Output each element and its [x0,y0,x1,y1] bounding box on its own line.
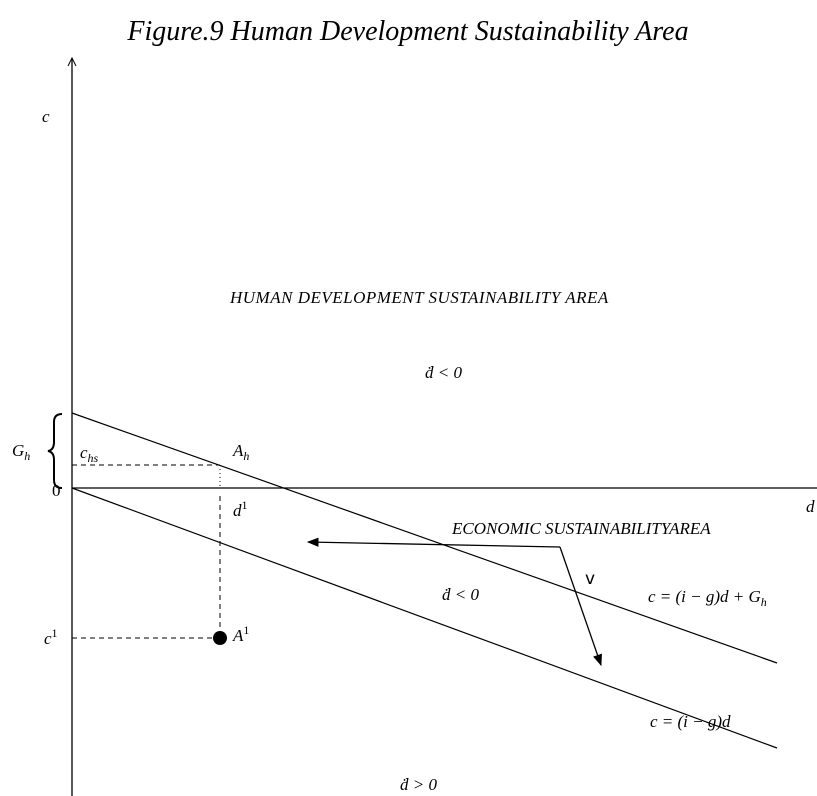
sup: 1 [242,498,248,512]
base: G [12,441,24,460]
x-label: d [806,497,815,516]
y-label: c [42,107,50,126]
c-hs-label: chs [80,443,99,465]
between-condition: ḋ < 0 [442,585,479,604]
upper-equation: c = (i − g)d + Gh [648,587,767,609]
human-condition: ḋ < 0 [425,363,462,382]
a-h-label: Ah [232,441,249,463]
c1-label: c1 [44,626,58,648]
base: d [233,501,242,520]
y-axis-arrow [67,56,77,67]
sub: h [243,449,249,463]
upper-line [71,412,778,664]
base: c [80,443,88,462]
lower-equation: c = (i − g)d [650,712,731,731]
a1-label: A1 [232,623,249,645]
lower-line [71,487,778,749]
sub: hs [88,451,99,465]
sub: h [24,449,30,463]
human-area-label: HUMAN DEVELOPMENT SUSTAINABILITY AREA [229,288,609,307]
sup: 1 [243,623,249,637]
origin: 0 [52,481,61,500]
d1-label: d1 [233,498,248,520]
sup: 1 [52,626,58,640]
title: Figure.9 Human Development Sustainabilit… [126,16,688,47]
arrow-label: v [585,569,595,589]
economic-area-label: ECONOMIC SUSTAINABILITYAREA [451,519,711,538]
equation-text: c = (i − g)d + G [648,587,761,606]
point-a1 [213,631,227,645]
sub: h [761,595,767,609]
brace [47,413,63,489]
below-condition: ḋ > 0 [400,775,437,794]
g-h-label: Gh [12,441,30,463]
base: A [232,626,244,645]
base: c [44,629,52,648]
arrow-down [559,546,602,667]
arrow-left [306,537,561,548]
base: A [232,441,244,460]
